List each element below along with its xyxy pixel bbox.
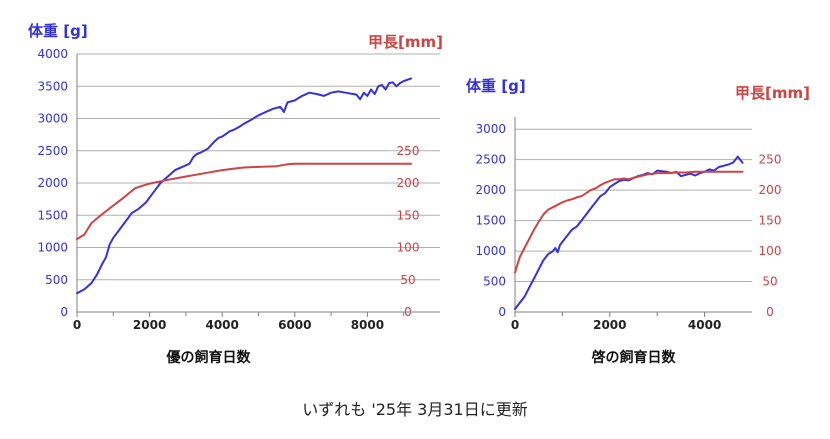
y-tick-label-left: 1500 [37, 208, 68, 222]
y-tick-label-right: 50 [762, 275, 777, 289]
y-axis-label-left: 体重 [g] [28, 22, 88, 40]
y-tick-label-right: 150 [759, 214, 782, 228]
y-tick-label-right: 100 [759, 244, 782, 258]
y-tick-label-right: 50 [400, 273, 415, 287]
y-tick-label-right: 200 [397, 176, 420, 190]
y-tick-label-left: 2000 [37, 176, 68, 190]
y-tick-label-left: 500 [45, 273, 68, 287]
y-tick-label-left: 2500 [37, 144, 68, 158]
length-series-line [514, 170, 744, 274]
weight-series-line [76, 77, 412, 295]
y-tick-label-left: 500 [483, 275, 506, 289]
y-tick-label-left: 0 [60, 305, 68, 319]
y-tick-label-right: 150 [397, 208, 420, 222]
x-tick-label: 2000 [133, 318, 166, 332]
x-axis-label: 啓の飼育日数 [592, 349, 677, 366]
y-tick-label-left: 0 [498, 305, 506, 319]
x-tick-label: 4000 [688, 318, 721, 332]
y-tick-label-left: 3000 [37, 112, 68, 126]
y-tick-label-left: 1000 [37, 241, 68, 255]
y-tick-label-left: 4000 [37, 47, 68, 61]
y-tick-label-left: 1000 [475, 244, 506, 258]
x-tick-label: 0 [73, 318, 81, 332]
y-tick-label-right: 250 [759, 153, 782, 167]
x-axis-label: 優の飼育日数 [166, 349, 252, 366]
y-tick-label-left: 3000 [475, 122, 506, 136]
update-note: いずれも '25年 3月31日に更新 [302, 400, 528, 419]
y-tick-label-left: 2500 [475, 153, 506, 167]
x-tick-label: 6000 [278, 318, 311, 332]
x-tick-label: 0 [511, 318, 519, 332]
length-series-line [76, 162, 412, 241]
x-tick-label: 8000 [351, 318, 384, 332]
x-tick-label: 2000 [593, 318, 626, 332]
y-axis-label-right: 甲長[mm] [735, 84, 810, 102]
y-axis-label-left: 体重 [g] [466, 77, 526, 95]
y-tick-label-left: 2000 [475, 183, 506, 197]
y-tick-label-left: 1500 [475, 214, 506, 228]
y-tick-label-right: 100 [397, 241, 420, 255]
y-axis-label-right: 甲長[mm] [368, 33, 443, 51]
x-tick-label: 4000 [205, 318, 238, 332]
y-tick-label-right: 200 [759, 183, 782, 197]
y-tick-label-left: 3500 [37, 79, 68, 93]
y-tick-label-right: 250 [397, 144, 420, 158]
y-tick-label-right: 0 [766, 305, 774, 319]
